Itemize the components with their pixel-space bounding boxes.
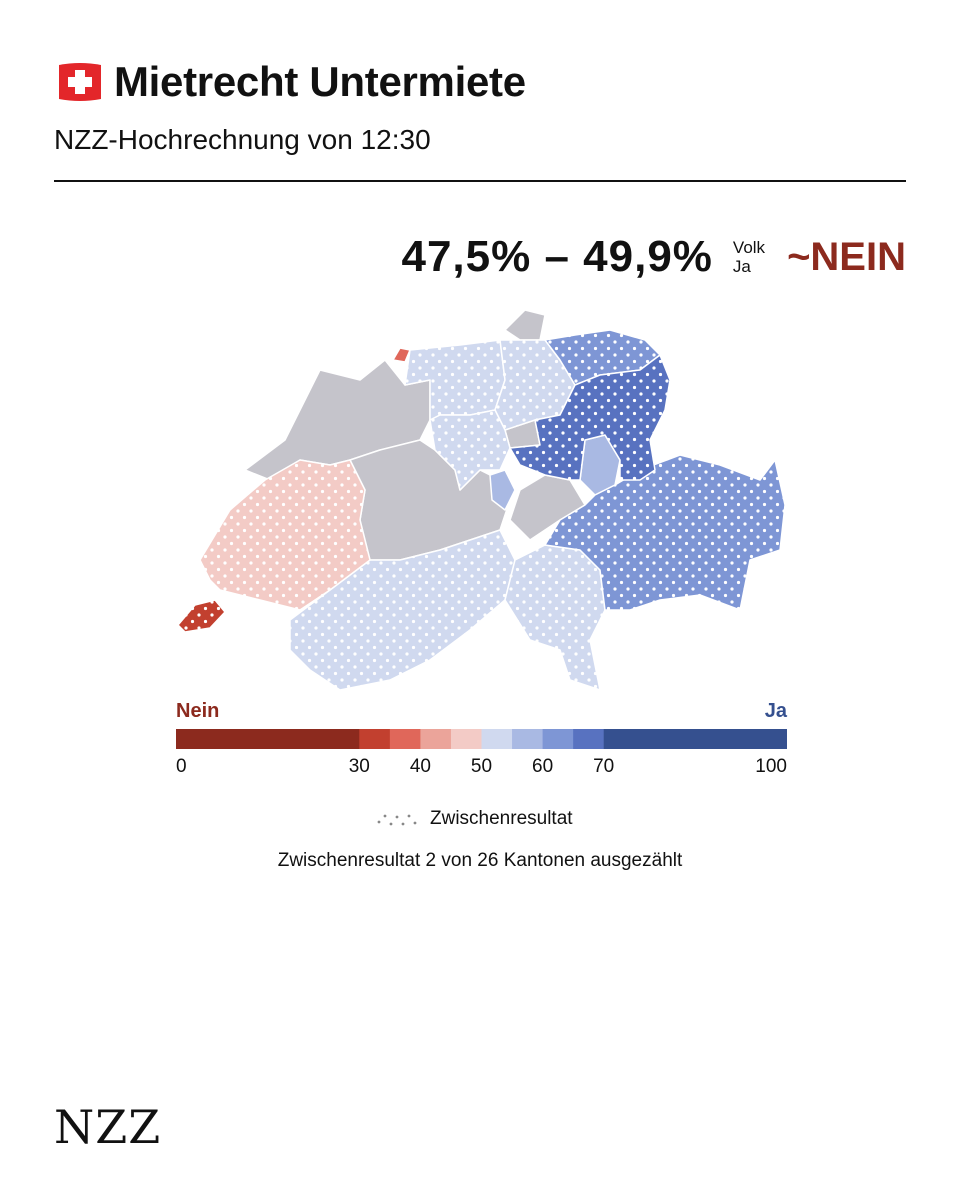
result-label-volk: Volk — [732, 238, 766, 257]
dot-pattern-icon — [377, 814, 417, 826]
dot-legend: Zwischenresultat — [376, 808, 573, 830]
scale-tick-40: 40 — [409, 756, 431, 777]
scale-bin-6 — [512, 729, 544, 749]
result-range: 47,5% – 49,9% — [401, 232, 713, 281]
legend-nein-label: Nein — [176, 700, 220, 722]
nzz-logo: NZZ — [54, 1100, 162, 1154]
scale-bin-0 — [176, 729, 360, 749]
scale-bin-5 — [481, 729, 513, 749]
scale-tick-30: 30 — [348, 756, 370, 777]
result-label: Volk Ja — [733, 238, 765, 276]
color-scale-ticks: 0 30 40 50 60 70 100 — [176, 756, 787, 780]
scale-bin-4 — [450, 729, 482, 749]
canton-basel-stadt — [392, 347, 411, 363]
scale-tick-70: 70 — [593, 756, 615, 777]
result-label-ja: Ja — [732, 257, 751, 276]
scale-bin-9 — [603, 729, 788, 749]
counting-note: Zwischenresultat 2 von 26 Kantonen ausge… — [277, 850, 683, 871]
scale-bin-8 — [573, 729, 605, 749]
dot-legend-label: Zwischenresultat — [430, 808, 573, 829]
swiss-flag-icon — [56, 59, 104, 105]
scale-bin-2 — [389, 729, 421, 749]
legend-labels: Nein Ja — [176, 700, 787, 726]
switzerland-map — [160, 300, 800, 705]
scale-bin-7 — [542, 729, 574, 749]
page-title: Mietrecht Untermiete — [114, 58, 526, 105]
scale-tick-0: 0 — [176, 756, 187, 777]
scale-bin-1 — [359, 729, 391, 749]
canton-obwalden — [489, 469, 516, 511]
scale-tick-60: 60 — [532, 756, 554, 777]
scale-tick-100: 100 — [755, 756, 787, 777]
canton-schaffhausen — [504, 309, 546, 341]
header: Mietrecht Untermiete — [56, 58, 526, 106]
result-summary: 47,5% – 49,9% Volk Ja ~NEIN — [401, 232, 906, 282]
title-divider — [54, 180, 906, 182]
result-verdict: ~NEIN — [787, 234, 906, 279]
page-subtitle: NZZ-Hochrechnung von 12:30 — [54, 124, 431, 155]
color-scale — [176, 729, 788, 754]
scale-tick-50: 50 — [470, 756, 493, 777]
legend-ja-label: Ja — [764, 700, 787, 722]
scale-bin-3 — [420, 729, 452, 749]
